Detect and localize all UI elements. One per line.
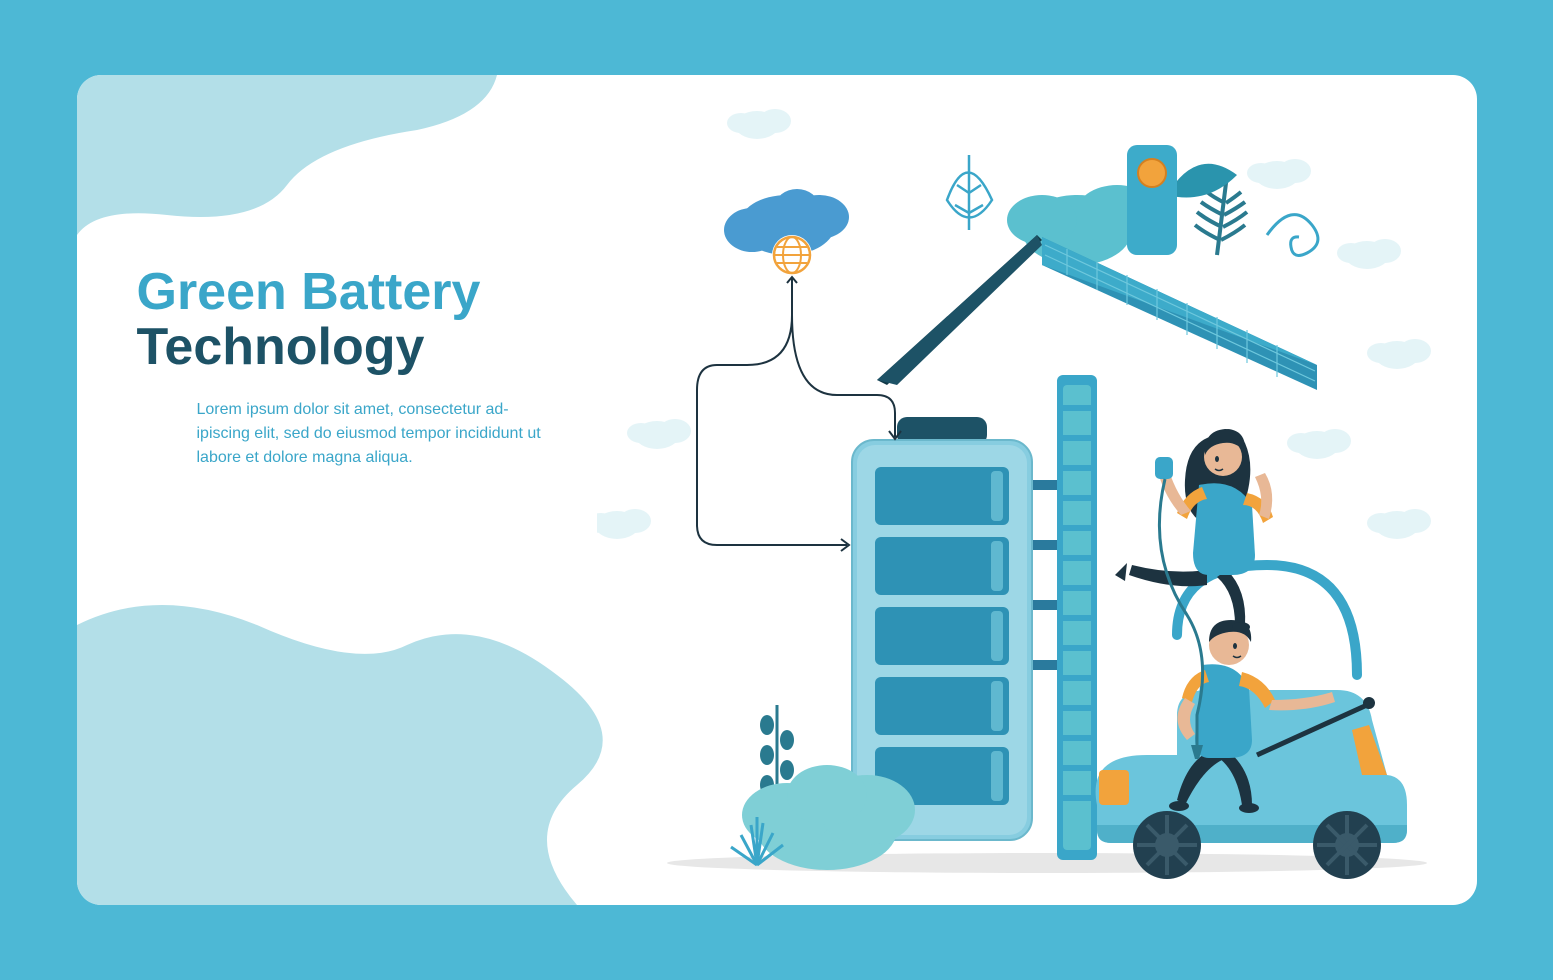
leaf-outline-icon [947, 155, 992, 230]
hero-card: Green Battery Technology Lorem ipsum dol… [77, 75, 1477, 905]
wave-top [77, 75, 497, 235]
swirl-icon [1267, 215, 1318, 256]
electric-car [1095, 565, 1406, 879]
wave-bottom [77, 585, 677, 905]
charging-pole [1057, 375, 1097, 860]
hero-illustration [597, 105, 1447, 885]
hero-title-line1: Green Battery [137, 265, 587, 320]
hero-body: Lorem ipsum dolor sit amet, consectetur … [137, 398, 557, 470]
hero-content: Green Battery Technology Lorem ipsum dol… [137, 265, 587, 470]
hero-title-line2: Technology [137, 320, 587, 375]
tower [1127, 145, 1177, 255]
cloud-globe-icon [724, 189, 849, 275]
